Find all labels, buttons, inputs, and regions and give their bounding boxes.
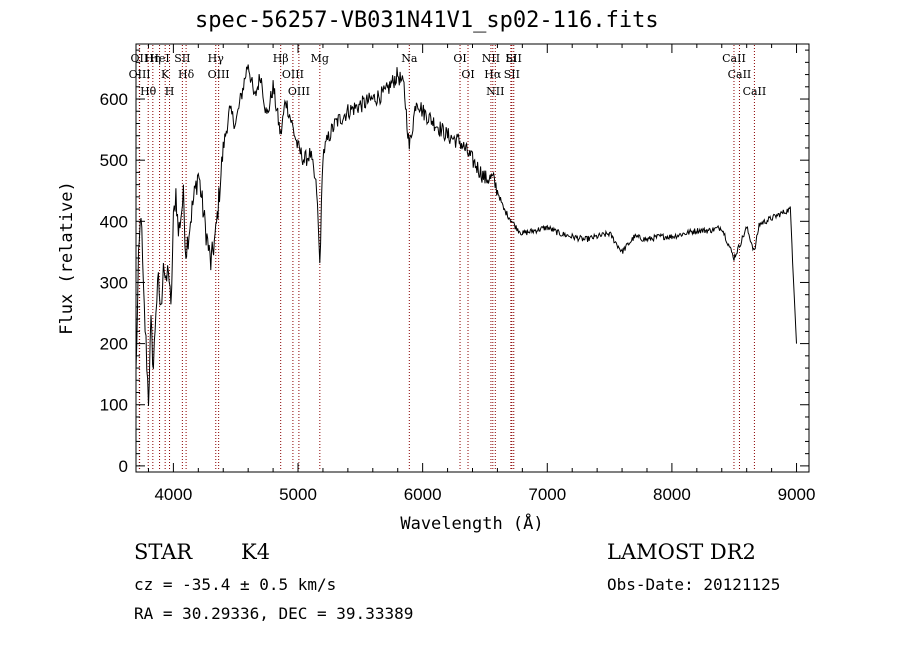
line-marker-label: OIII	[288, 85, 310, 98]
line-marker-label: Hα	[484, 68, 502, 81]
x-axis-ticks: 4000 5000 6000 7000 8000 9000	[147, 44, 816, 504]
obs-date: Obs-Date: 20121125	[607, 575, 781, 594]
line-marker-label: Hβ	[273, 52, 289, 65]
line-marker-label: CaII	[722, 52, 746, 65]
x-tick-label: 7000	[528, 485, 566, 504]
y-tick-label: 300	[100, 273, 128, 292]
spectrum-line	[135, 64, 797, 407]
line-marker-label: OI	[461, 68, 474, 81]
line-marker-label: CaII	[728, 68, 752, 81]
y-tick-label: 500	[100, 151, 128, 170]
line-marker-label: K	[161, 68, 170, 81]
chart-title: spec-56257-VB031N41V1_sp02-116.fits	[195, 8, 659, 33]
line-marker-label: Hδ	[178, 68, 195, 81]
line-marker-label: Hθ	[140, 85, 157, 98]
y-tick-label: 400	[100, 212, 128, 231]
line-marker-label: SII	[506, 52, 522, 65]
y-tick-label: 600	[100, 90, 128, 109]
line-marker-label: Hγ	[208, 52, 225, 65]
line-marker-label: OII	[131, 52, 149, 65]
line-marker-label: Na	[401, 52, 418, 65]
line-marker-label: NII	[482, 52, 500, 65]
y-axis-label: Flux (relative)	[57, 181, 77, 335]
y-tick-label: 100	[100, 396, 128, 415]
x-tick-label: 9000	[778, 485, 816, 504]
line-marker-label: NII	[486, 85, 504, 98]
line-marker-label: Mg	[311, 52, 329, 65]
redshift-info: cz = -35.4 ± 0.5 km/s	[134, 575, 337, 594]
line-marker-label: OI	[453, 52, 466, 65]
line-marker-label: SII	[504, 68, 520, 81]
x-tick-label: 4000	[154, 485, 192, 504]
line-marker-label: CaII	[743, 85, 767, 98]
coordinates: RA = 30.29336, DEC = 39.33389	[134, 604, 414, 623]
survey-name: LAMOST DR2	[607, 540, 756, 564]
line-marker-label: HeI	[149, 52, 169, 65]
line-marker-label: OIII	[208, 68, 230, 81]
object-class: STAR	[134, 540, 193, 564]
x-tick-label: 5000	[279, 485, 317, 504]
x-axis-label: Wavelength (Å)	[400, 512, 543, 534]
y-tick-label: 200	[100, 335, 128, 354]
plot-frame	[135, 43, 810, 473]
y-axis-ticks: 0 100 200 300 400 500 600	[100, 49, 809, 476]
y-tick-label: 0	[119, 457, 128, 476]
x-tick-label: 8000	[653, 485, 691, 504]
line-marker-label: Hη	[145, 52, 161, 65]
object-subclass: K4	[241, 540, 271, 564]
line-marker-label: SII	[174, 52, 190, 65]
line-marker-label: OIII	[282, 68, 304, 81]
x-tick-label: 6000	[404, 485, 442, 504]
line-marker-label: H	[165, 85, 175, 98]
line-marker-label: Li	[505, 52, 516, 65]
